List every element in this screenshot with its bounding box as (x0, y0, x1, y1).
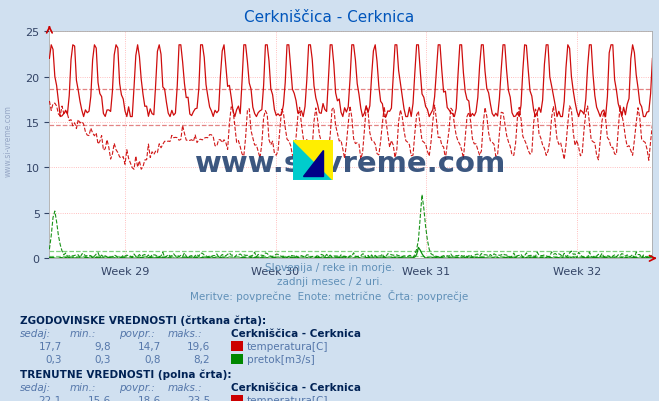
Text: 8,2: 8,2 (194, 354, 210, 365)
Text: 18,6: 18,6 (137, 395, 161, 401)
Text: Cerkniščica - Cerknica: Cerkniščica - Cerknica (244, 10, 415, 25)
Text: www.si-vreme.com: www.si-vreme.com (4, 105, 13, 176)
Text: 23,5: 23,5 (186, 395, 210, 401)
Text: temperatura[C]: temperatura[C] (247, 395, 329, 401)
Text: temperatura[C]: temperatura[C] (247, 341, 329, 351)
Text: 22,1: 22,1 (38, 395, 62, 401)
Text: povpr.:: povpr.: (119, 382, 154, 392)
Polygon shape (293, 140, 333, 180)
Polygon shape (303, 150, 323, 176)
Text: pretok[m3/s]: pretok[m3/s] (247, 354, 315, 365)
Text: 0,3: 0,3 (45, 354, 62, 365)
Text: TRENUTNE VREDNOSTI (polna črta):: TRENUTNE VREDNOSTI (polna črta): (20, 369, 231, 379)
Text: maks.:: maks.: (168, 382, 203, 392)
Text: povpr.:: povpr.: (119, 328, 154, 338)
Text: 0,8: 0,8 (144, 354, 161, 365)
Text: min.:: min.: (69, 382, 96, 392)
Text: 9,8: 9,8 (95, 341, 111, 351)
Text: 14,7: 14,7 (137, 341, 161, 351)
Text: sedaj:: sedaj: (20, 328, 51, 338)
Text: 15,6: 15,6 (88, 395, 111, 401)
Text: sedaj:: sedaj: (20, 382, 51, 392)
Text: Cerkniščica - Cerknica: Cerkniščica - Cerknica (231, 382, 360, 392)
Text: ZGODOVINSKE VREDNOSTI (črtkana črta):: ZGODOVINSKE VREDNOSTI (črtkana črta): (20, 315, 266, 325)
Text: maks.:: maks.: (168, 328, 203, 338)
Text: 17,7: 17,7 (38, 341, 62, 351)
Polygon shape (293, 140, 333, 180)
Text: min.:: min.: (69, 328, 96, 338)
Text: 0,3: 0,3 (95, 354, 111, 365)
Text: www.si-vreme.com: www.si-vreme.com (195, 150, 507, 178)
Text: Cerkniščica - Cerknica: Cerkniščica - Cerknica (231, 328, 360, 338)
Text: Slovenija / reke in morje.: Slovenija / reke in morje. (264, 263, 395, 273)
Text: 19,6: 19,6 (186, 341, 210, 351)
Text: Meritve: povprečne  Enote: metrične  Črta: povprečje: Meritve: povprečne Enote: metrične Črta:… (190, 289, 469, 301)
Text: zadnji mesec / 2 uri.: zadnji mesec / 2 uri. (277, 276, 382, 286)
